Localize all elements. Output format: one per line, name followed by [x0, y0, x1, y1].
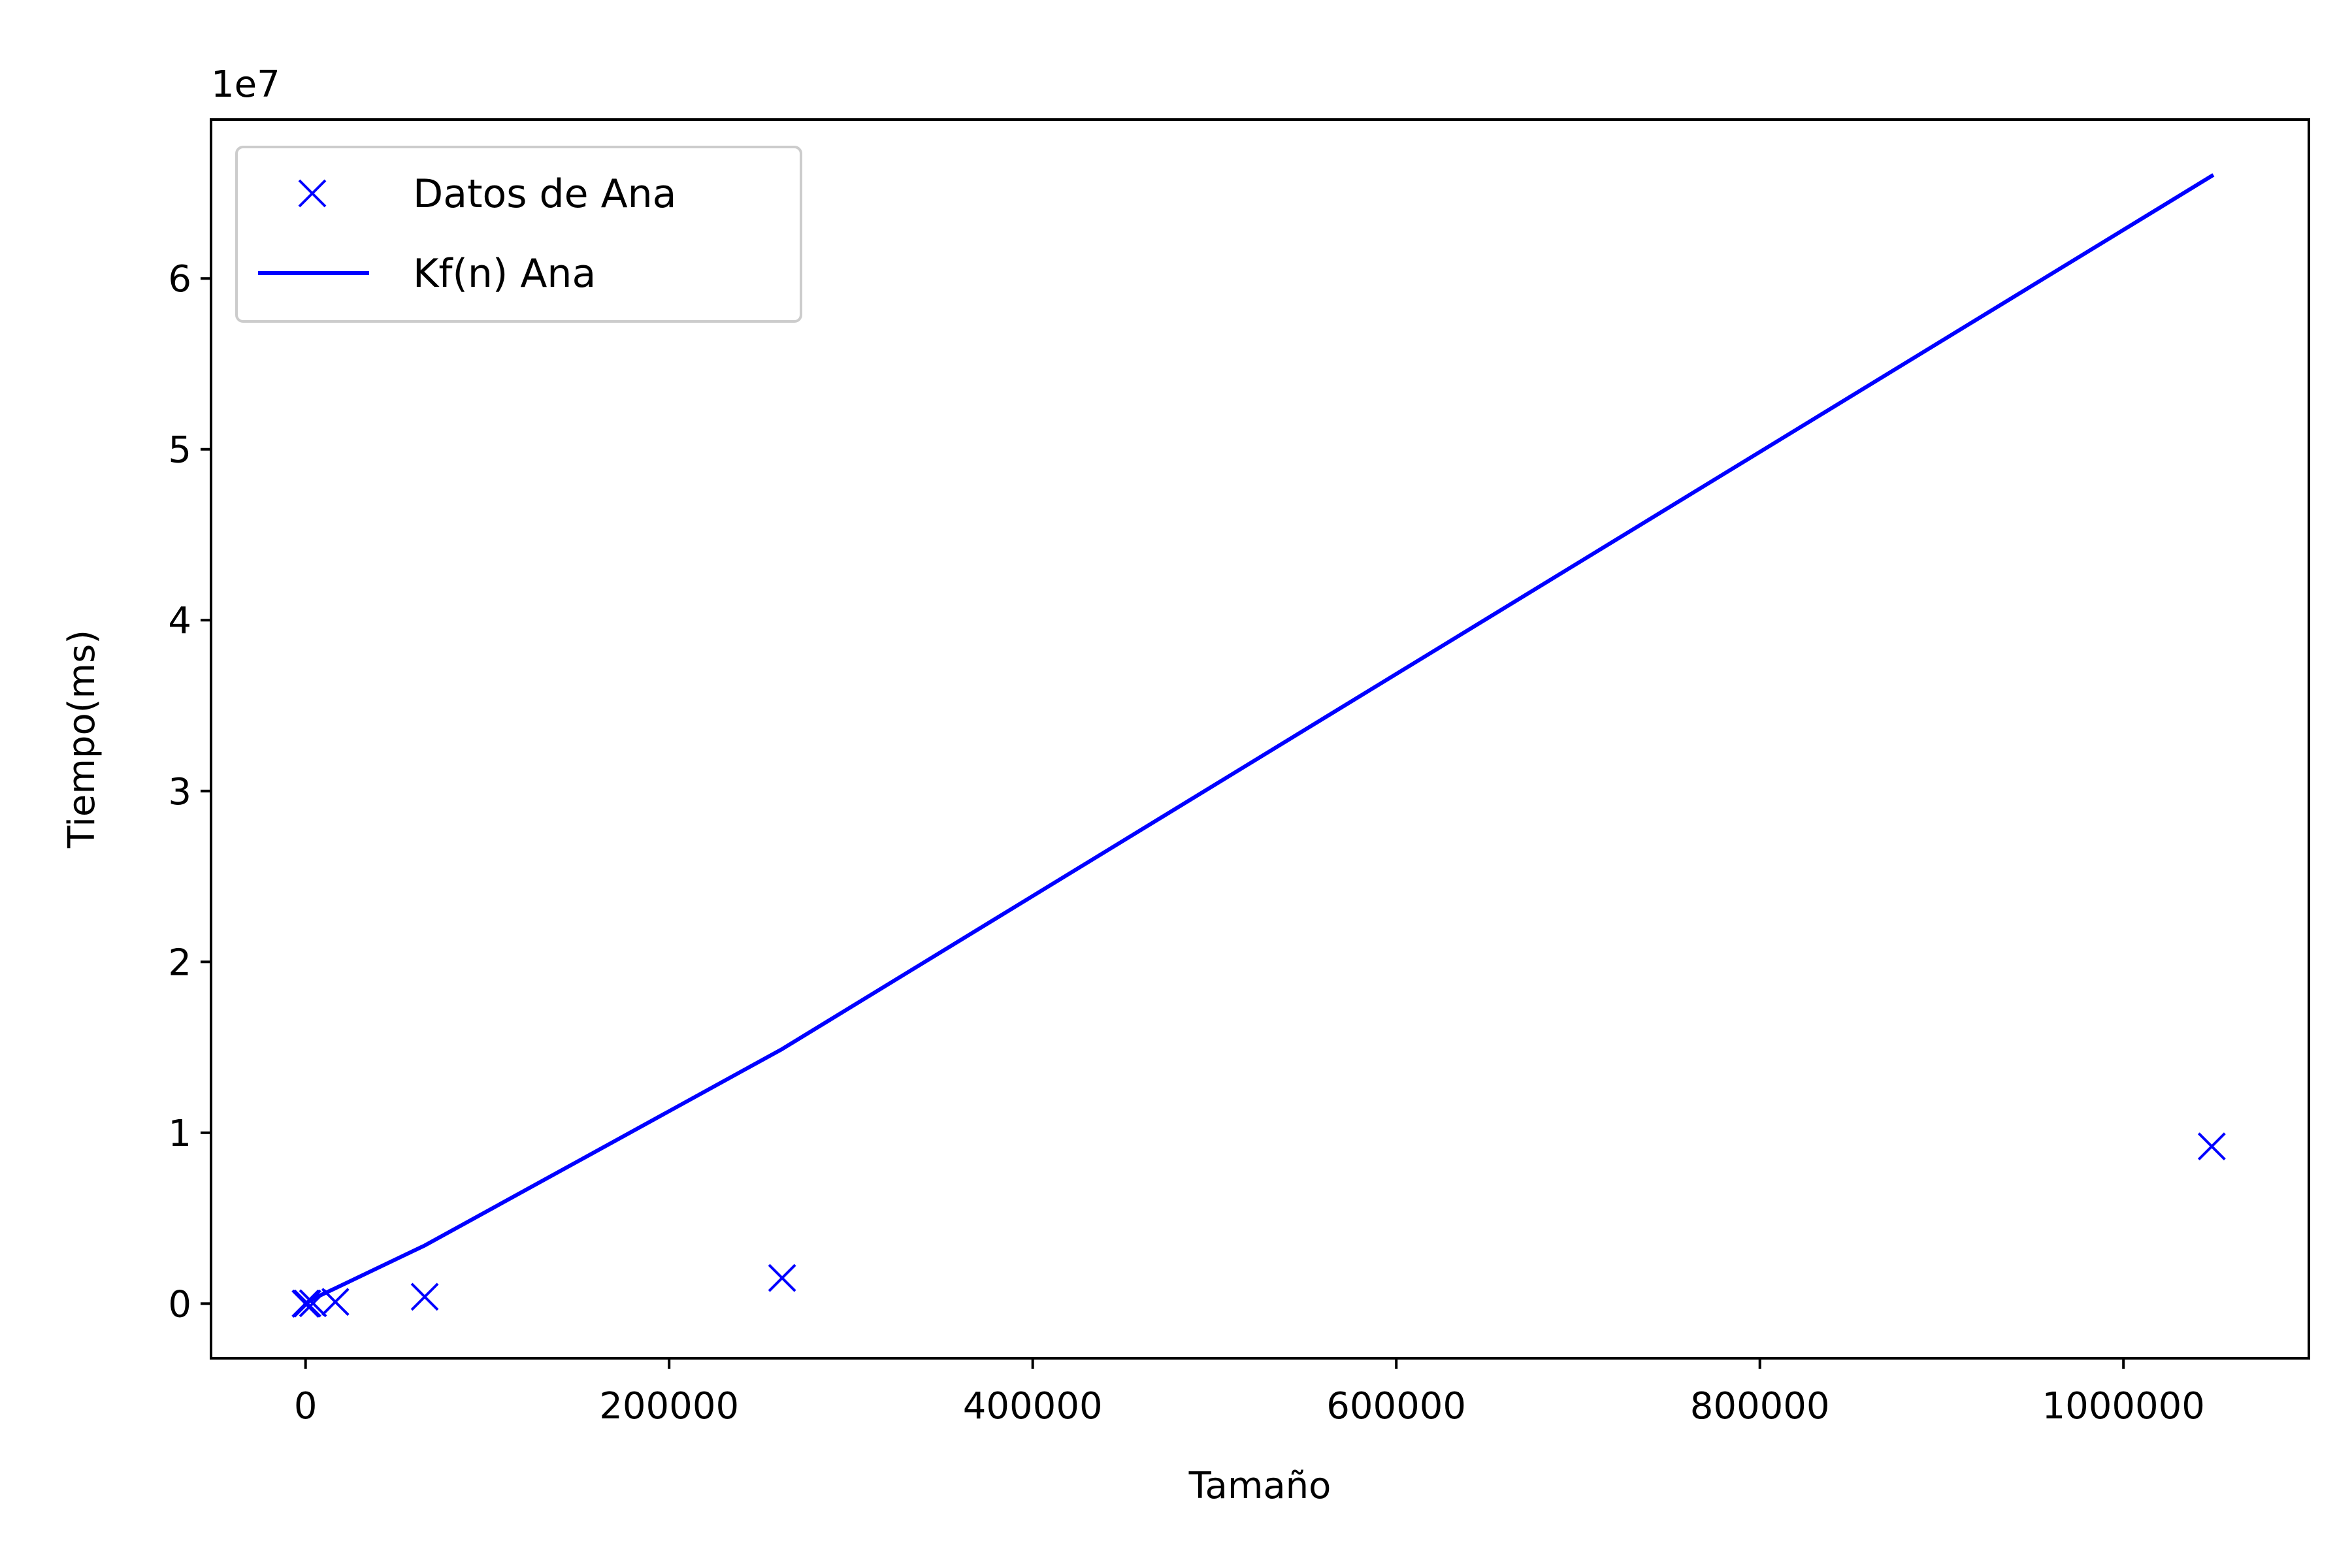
legend-label: Datos de Ana — [413, 171, 676, 217]
y-tick-label: 1 — [168, 1113, 191, 1155]
data-point — [2197, 1132, 2226, 1161]
data-point — [321, 1288, 350, 1316]
legend: Datos de Ana Kf(n) Ana — [235, 146, 802, 323]
x-tick-label: 600000 — [1326, 1385, 1466, 1428]
y-tick-label: 4 — [168, 600, 191, 642]
x-axis-ticks: 0 200000 400000 600000 800000 1000000 — [294, 1358, 2205, 1428]
y-axis-offset-label: 1e7 — [211, 63, 280, 106]
data-point — [410, 1282, 439, 1311]
y-tick-label: 3 — [168, 771, 191, 813]
legend-label: Kf(n) Ana — [413, 251, 596, 297]
y-tick-label: 6 — [168, 258, 191, 301]
x-tick-label: 400000 — [963, 1385, 1103, 1428]
data-point — [299, 1289, 327, 1318]
legend-entries: Datos de Ana Kf(n) Ana — [258, 171, 676, 297]
y-axis-title: Tiempo(ms) — [61, 630, 103, 849]
x-tick-label: 800000 — [1690, 1385, 1830, 1428]
y-tick-label: 5 — [168, 429, 191, 472]
legend-entry: Kf(n) Ana — [258, 251, 596, 297]
y-tick-label: 2 — [168, 941, 191, 984]
legend-entry: Datos de Ana — [298, 171, 676, 217]
legend-marker-x — [298, 179, 327, 208]
x-tick-label: 0 — [294, 1385, 318, 1428]
data-point — [293, 1289, 321, 1318]
series-group — [291, 173, 2226, 1318]
plot-marks — [291, 173, 2226, 1318]
y-tick-label: 0 — [168, 1283, 191, 1326]
data-point — [768, 1264, 796, 1292]
legend-box — [235, 146, 802, 323]
y-axis-ticks: 0 1 2 3 4 5 6 — [168, 258, 211, 1326]
x-tick-label: 1000000 — [2042, 1385, 2204, 1428]
x-axis-title: Tamaño — [1188, 1465, 1331, 1507]
axes-frame — [210, 118, 2310, 1360]
x-tick-label: 200000 — [599, 1385, 739, 1428]
